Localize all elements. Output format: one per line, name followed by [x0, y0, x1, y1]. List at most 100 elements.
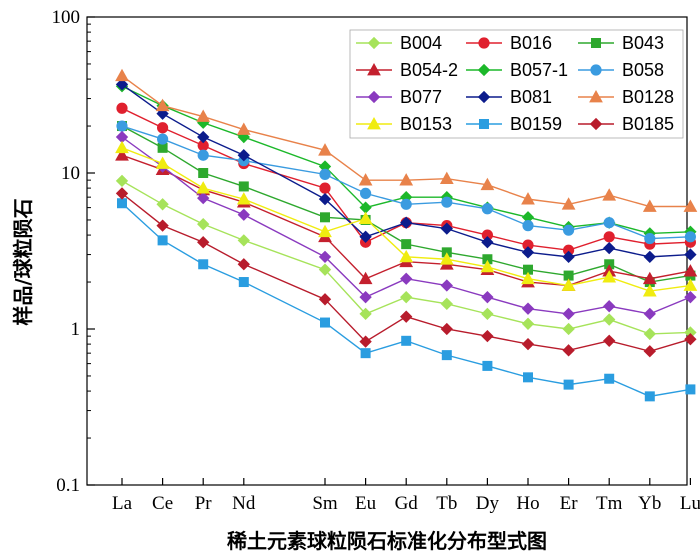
series-B077 [115, 130, 697, 321]
data-point [116, 102, 128, 114]
data-point [319, 182, 331, 194]
data-point [643, 345, 656, 358]
data-point [683, 199, 698, 212]
series-B0185 [115, 187, 697, 358]
series-line [121, 125, 691, 240]
data-point [562, 322, 575, 336]
legend-label: B077 [400, 87, 442, 107]
y-axis-title: 样品/球粒陨石 [11, 198, 35, 325]
data-point [238, 181, 249, 192]
data-point [318, 143, 332, 156]
data-point [115, 68, 129, 82]
legend-label: B0153 [400, 114, 452, 134]
data-point [562, 250, 575, 264]
legend-item: B043 [578, 33, 664, 53]
data-point [198, 167, 209, 178]
data-point [319, 317, 330, 328]
data-point [197, 191, 210, 205]
data-point [441, 196, 453, 208]
data-point [643, 250, 656, 264]
legend-label: B043 [622, 33, 664, 53]
data-point [400, 310, 413, 323]
data-point [237, 208, 250, 221]
data-point [157, 122, 169, 134]
series-layer [115, 68, 698, 402]
data-point [318, 224, 332, 238]
y-tick-label: 0.1 [56, 475, 80, 496]
data-point [238, 277, 249, 288]
data-point [642, 271, 657, 285]
data-point [196, 109, 211, 122]
data-point [157, 133, 169, 145]
data-point [318, 293, 332, 306]
x-tick-label: Yb [638, 493, 661, 514]
data-point [236, 192, 251, 205]
legend-label: B0185 [622, 114, 674, 134]
legend-label: B058 [622, 60, 664, 80]
data-point [441, 350, 452, 361]
series-line [121, 192, 691, 352]
data-point [603, 231, 615, 243]
data-point [439, 252, 454, 265]
data-point [358, 271, 373, 285]
data-point [603, 241, 616, 255]
data-point [685, 384, 696, 395]
data-point [643, 307, 656, 321]
data-point [399, 173, 414, 186]
series-B004 [115, 174, 697, 341]
legend-item: B004 [356, 33, 442, 53]
legend-marker [589, 117, 603, 131]
data-point [237, 258, 250, 271]
legend-label: B081 [510, 87, 552, 107]
data-point [480, 177, 495, 191]
data-point [318, 250, 332, 264]
data-point [481, 290, 494, 304]
series-line [121, 147, 691, 292]
legend-marker [478, 37, 490, 49]
data-point [683, 278, 698, 291]
y-tick-label: 1 [71, 319, 81, 340]
data-point [522, 220, 534, 232]
data-point [319, 212, 330, 223]
data-point [521, 192, 535, 205]
data-point [642, 199, 657, 212]
data-point [602, 270, 617, 283]
data-point [644, 391, 655, 402]
data-point [115, 78, 129, 91]
series-line [121, 202, 691, 398]
legend-item: B058 [578, 60, 664, 80]
legend-marker [591, 38, 602, 49]
data-point [155, 156, 170, 169]
data-point [440, 322, 453, 336]
data-point [400, 216, 413, 229]
legend-marker [589, 89, 603, 103]
legend-label: B057-1 [510, 60, 568, 80]
data-point [156, 198, 169, 211]
data-point [684, 290, 697, 304]
y-axis: 0.1 1 10 100 [52, 7, 95, 496]
data-point [236, 122, 251, 135]
data-point [115, 148, 129, 161]
data-point [440, 222, 453, 235]
data-point [359, 335, 372, 348]
data-point [358, 211, 373, 224]
data-point [156, 219, 169, 232]
data-point [237, 149, 250, 162]
legend-marker [367, 36, 381, 50]
data-point [115, 140, 129, 154]
x-tick-label: Tb [436, 493, 457, 514]
data-point [440, 279, 453, 292]
data-point [400, 290, 413, 304]
data-point [521, 337, 535, 351]
data-point [197, 130, 210, 144]
x-tick-label: Pr [195, 493, 213, 514]
data-point [521, 271, 535, 285]
data-point [359, 187, 372, 199]
data-point [318, 192, 332, 206]
series-B058 [116, 120, 697, 245]
legend-marker [367, 90, 381, 104]
plot-frame [86, 16, 688, 486]
x-tick-label: Sm [312, 493, 338, 514]
x-tick-label: Ce [152, 493, 173, 514]
